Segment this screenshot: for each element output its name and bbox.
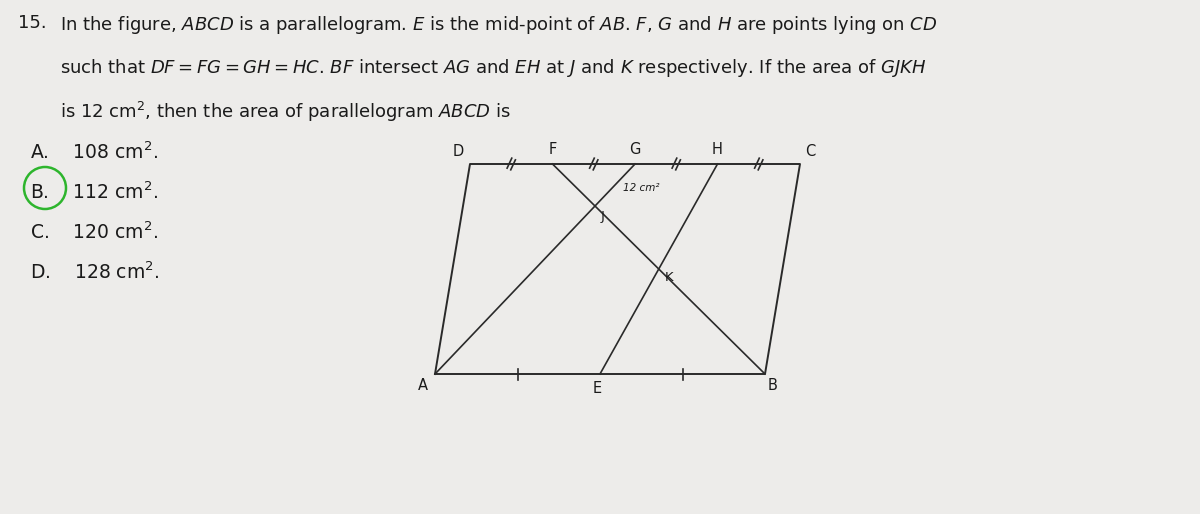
Text: K: K [665,271,673,284]
Text: A: A [418,378,428,393]
Text: E: E [593,381,601,396]
Text: D.    128 cm$^2$.: D. 128 cm$^2$. [30,261,160,283]
Text: H: H [712,142,722,157]
Text: C.    120 cm$^2$.: C. 120 cm$^2$. [30,221,158,243]
Text: is 12 cm$^2$, then the area of parallelogram $ABCD$ is: is 12 cm$^2$, then the area of parallelo… [60,100,511,124]
Text: 15.: 15. [18,14,47,32]
Text: A.    108 cm$^2$.: A. 108 cm$^2$. [30,141,158,163]
Text: B.    112 cm$^2$.: B. 112 cm$^2$. [30,181,158,203]
Text: such that $DF = FG = GH = HC$. $BF$ intersect $AG$ and $EH$ at $J$ and $K$ respe: such that $DF = FG = GH = HC$. $BF$ inte… [60,57,926,79]
Text: B: B [768,378,778,393]
Text: D: D [452,144,464,159]
Text: G: G [629,142,641,157]
Text: 12 cm²: 12 cm² [623,183,660,193]
Text: In the figure, $ABCD$ is a parallelogram. $E$ is the mid-point of $AB$. $F$, $G$: In the figure, $ABCD$ is a parallelogram… [60,14,937,36]
Text: C: C [805,144,815,159]
Text: F: F [548,142,557,157]
Text: J: J [601,210,605,223]
